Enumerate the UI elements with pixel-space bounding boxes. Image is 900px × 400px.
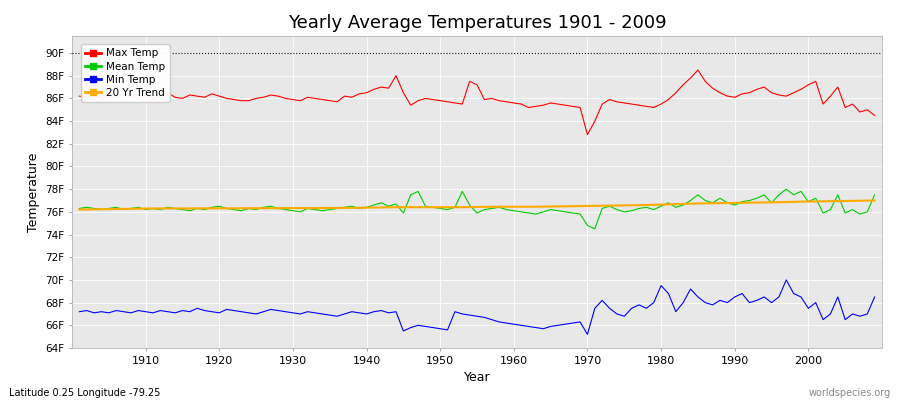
Title: Yearly Average Temperatures 1901 - 2009: Yearly Average Temperatures 1901 - 2009: [288, 14, 666, 32]
Legend: Max Temp, Mean Temp, Min Temp, 20 Yr Trend: Max Temp, Mean Temp, Min Temp, 20 Yr Tre…: [81, 44, 169, 102]
X-axis label: Year: Year: [464, 371, 490, 384]
Text: Latitude 0.25 Longitude -79.25: Latitude 0.25 Longitude -79.25: [9, 388, 160, 398]
Y-axis label: Temperature: Temperature: [27, 152, 40, 232]
Text: worldspecies.org: worldspecies.org: [809, 388, 891, 398]
